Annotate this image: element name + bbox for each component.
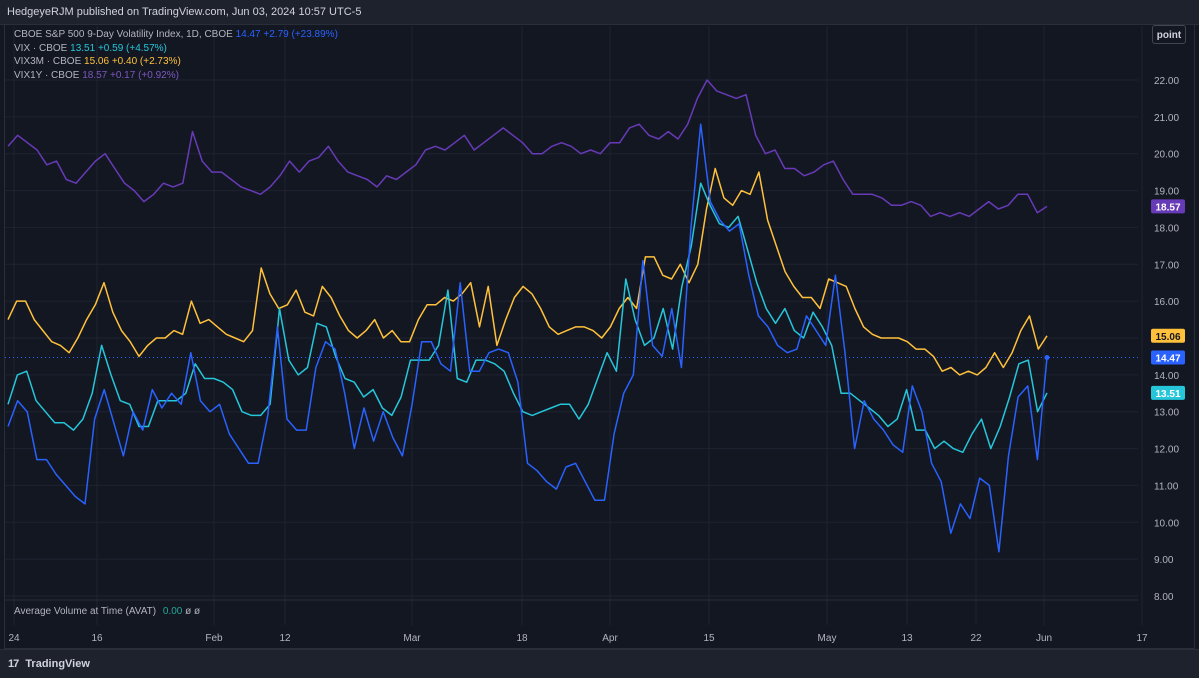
price-tag-vix9d [1151, 350, 1185, 365]
x-tick-label: 16 [91, 633, 103, 644]
y-tick-label: 11.00 [1154, 481, 1179, 492]
legend: CBOE S&P 500 9-Day Volatility Index, 1D,… [14, 28, 338, 82]
x-tick-label: 13 [901, 633, 913, 644]
legend-row-vix[interactable]: VIX · CBOE 13.51 +0.59 (+4.57%) [14, 42, 338, 56]
price-axis: 22.0021.0020.0019.0018.0017.0016.0015.00… [1154, 76, 1179, 603]
y-tick-label: 12.00 [1154, 445, 1179, 456]
legend-row-vix1y[interactable]: VIX1Y · CBOE 18.57 +0.17 (+0.92%) [14, 69, 338, 83]
legend-name-vix1y: VIX1Y · CBOE [14, 69, 80, 81]
y-tick-label: 16.00 [1154, 297, 1179, 308]
y-tick-label: 21.00 [1154, 113, 1179, 124]
series-line-vix [7, 182, 1048, 454]
legend-value-vix9d: 14.47 [235, 29, 261, 40]
x-tick-label: 24 [8, 633, 20, 644]
price-tag-text-vix: 13.51 [1155, 389, 1180, 400]
legend-value-vix3m: 15.06 [84, 56, 110, 67]
series-line-vix9d [7, 123, 1048, 553]
indicator-name: Average Volume at Time (AVAT) [14, 606, 157, 617]
legend-value-vix: 13.51 [70, 42, 96, 54]
last-value-labels: 18.57 15.06 13.51 14.47 [1151, 199, 1185, 400]
indicator-extra: ø ø [185, 606, 201, 617]
price-tag-text-vix9d: 14.47 [1155, 354, 1180, 365]
x-tick-label: Feb [205, 633, 223, 644]
legend-name-vix3m: VIX3M · CBOE [14, 56, 82, 67]
x-tick-label: Jun [1036, 633, 1052, 644]
y-tick-label: 17.00 [1154, 260, 1179, 271]
x-tick-label: Mar [403, 633, 421, 644]
series-line-vix1y [7, 79, 1048, 218]
legend-change-vix3m: +0.40 (+2.73%) [111, 56, 181, 67]
series-line-vix3m [7, 167, 1048, 376]
tradingview-brand[interactable]: 17 TradingView [8, 658, 90, 670]
indicator-value: 0.00 [162, 606, 183, 617]
x-tick-label: 12 [279, 633, 291, 644]
brand-name: TradingView [25, 658, 90, 670]
x-tick-label: 18 [516, 633, 528, 644]
avat-indicator[interactable]: Average Volume at Time (AVAT) 0.00 ø ø [14, 606, 200, 617]
legend-value-vix1y: 18.57 [82, 69, 108, 81]
legend-change-vix9d: +2.79 (+23.89%) [263, 29, 338, 40]
footer-bar: 17 TradingView [0, 649, 1199, 678]
y-tick-label: 10.00 [1154, 518, 1179, 529]
legend-change-vix1y: +0.17 (+0.92%) [110, 69, 179, 81]
x-tick-label: 22 [970, 633, 982, 644]
tradingview-logo-icon: 17 [8, 658, 19, 670]
y-tick-label: 22.00 [1154, 76, 1179, 87]
price-tag-vix1y [1151, 199, 1185, 214]
last-point-marker [1044, 355, 1050, 361]
price-tag-vix3m [1151, 328, 1185, 343]
x-tick-label: 15 [703, 633, 715, 644]
published-info: HedgeyeRJM published on TradingView.com,… [7, 6, 362, 18]
legend-name-vix9d: CBOE S&P 500 9-Day Volatility Index, 1D,… [14, 29, 233, 40]
x-tick-label: Apr [602, 633, 618, 644]
grid-lines [5, 26, 1143, 625]
y-tick-label: 13.00 [1154, 408, 1179, 419]
price-tag-text-vix1y: 18.57 [1155, 202, 1180, 213]
y-tick-label: 20.00 [1154, 150, 1179, 161]
chart-frame [4, 24, 1195, 649]
legend-row-vix9d[interactable]: CBOE S&P 500 9-Day Volatility Index, 1D,… [14, 28, 338, 42]
y-tick-label: 8.00 [1154, 592, 1174, 603]
legend-change-vix: +0.59 (+4.57%) [97, 42, 167, 54]
y-tick-label: 14.00 [1154, 371, 1179, 382]
x-tick-label: 17 [1136, 633, 1148, 644]
price-tag-vix [1151, 385, 1185, 400]
y-tick-label: 9.00 [1154, 555, 1174, 566]
series-lines [7, 79, 1050, 553]
x-tick-label: May [818, 633, 837, 644]
scale-mode-button[interactable]: point [1152, 25, 1186, 44]
time-axis: 24 16 Feb 12 Mar 18 Apr 15 May 13 22 Jun 17 [8, 633, 1148, 644]
legend-name-vix: VIX · CBOE [14, 42, 68, 54]
legend-row-vix3m[interactable]: VIX3M · CBOE 15.06 +0.40 (+2.73%) [14, 55, 338, 69]
price-tag-text-vix3m: 15.06 [1155, 332, 1180, 343]
y-tick-label: 19.00 [1154, 187, 1179, 198]
y-tick-label: 18.00 [1154, 223, 1179, 234]
